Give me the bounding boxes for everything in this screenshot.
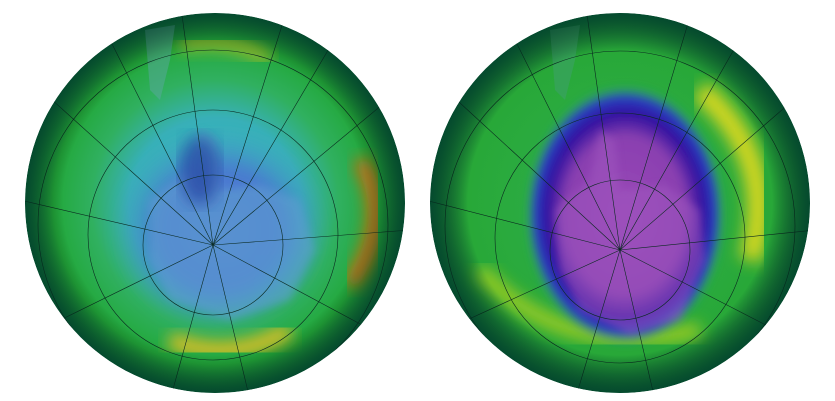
globe-left [25,13,405,393]
globe-right [430,13,810,393]
